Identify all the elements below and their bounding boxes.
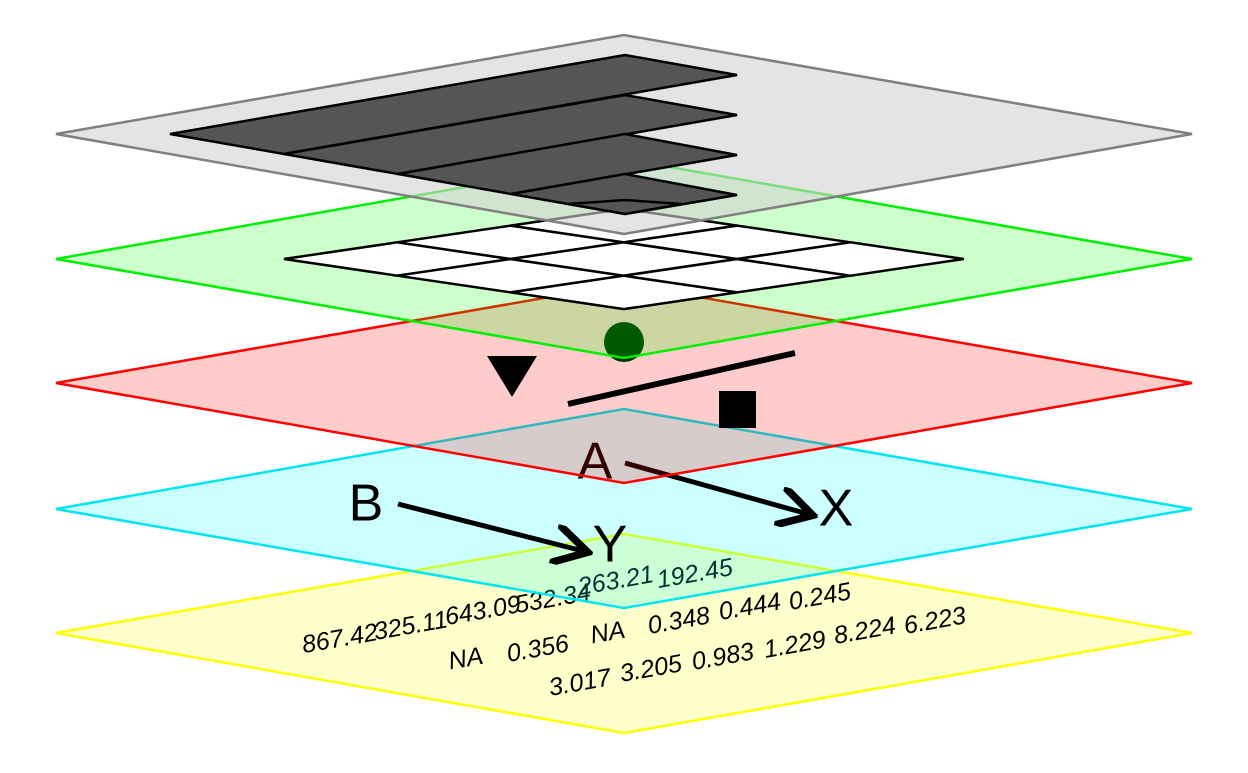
circle <box>604 322 644 362</box>
node-label: X <box>819 480 854 538</box>
arrow <box>397 501 583 551</box>
red-layer <box>55 282 1193 485</box>
node-label: Y <box>593 516 628 574</box>
node-label: B <box>349 475 384 533</box>
bar-shape <box>169 53 738 156</box>
bar-shape <box>397 132 738 196</box>
yellow-layer <box>55 532 1193 735</box>
triangle <box>487 356 537 397</box>
bar-shape <box>567 198 683 216</box>
bar-shape <box>283 93 738 176</box>
number-label: NA <box>588 616 627 650</box>
white-grid <box>283 207 964 311</box>
number-label: NA <box>446 642 485 676</box>
grid-cell <box>737 241 964 277</box>
square <box>719 391 756 428</box>
cyan-layer <box>55 407 1193 610</box>
arrow <box>624 460 808 514</box>
segment <box>567 350 796 407</box>
